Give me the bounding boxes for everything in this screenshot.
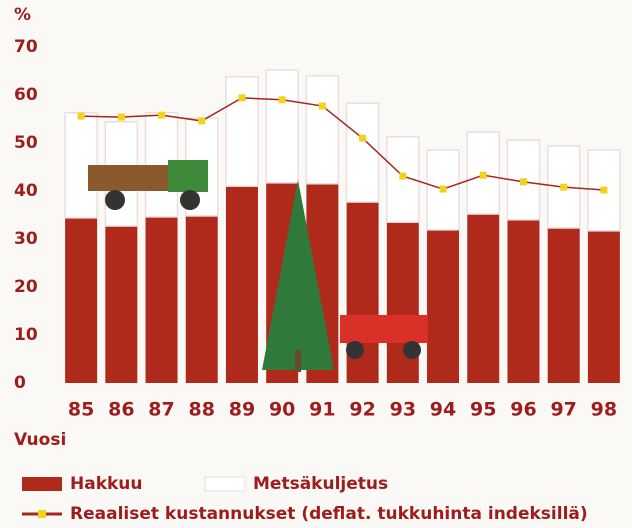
y-tick-label: 40 [14,181,38,201]
x-tick-label: 91 [309,399,335,421]
x-tick-label: 88 [189,399,215,421]
marker [520,178,527,185]
bar [65,218,97,383]
bar [507,220,539,383]
bar [226,77,258,186]
bar [427,230,459,383]
marker [480,172,487,179]
wheel [403,341,421,359]
marker [319,103,326,110]
bar [306,76,338,184]
y-axis-label: % [14,5,31,25]
x-tick-label: 89 [229,399,255,421]
y-tick-label: 10 [14,325,38,345]
marker [440,186,447,193]
legend: Hakkuu Metsäkuljetus Reaaliset kustannukse… [22,474,588,524]
x-tick-label: 85 [68,399,94,421]
x-tick-label: 98 [591,399,617,421]
legend-swatch [38,510,46,518]
x-tick-label: 87 [148,399,174,421]
trunk [295,350,301,372]
marker [279,96,286,103]
x-axis-label: Vuosi [14,430,66,450]
marker [78,113,85,120]
legend-swatch [22,477,62,491]
y-tick-label: 0 [14,373,26,393]
x-tick-label: 92 [349,399,375,421]
legend-label: Reaaliset kustannukset (deflat. tukkuhin… [70,504,588,524]
x-tick-label: 90 [269,399,295,421]
bar [467,214,499,383]
bar [347,103,379,202]
bar [588,231,620,383]
marker [359,135,366,142]
bar [105,226,137,383]
y-tick-label: 20 [14,277,38,297]
logs [88,165,168,191]
x-tick-label: 93 [390,399,416,421]
marker [600,187,607,194]
marker [198,117,205,124]
bar [387,222,419,383]
bar [266,70,298,183]
bar [146,217,178,383]
x-tick-label: 97 [550,399,576,421]
harvester [340,315,428,343]
marker [238,94,245,101]
x-tick-label: 95 [470,399,496,421]
wheel [180,190,200,210]
x-tick-label: 96 [510,399,536,421]
bar [186,216,218,383]
x-tick-label: 94 [430,399,456,421]
y-tick-label: 60 [14,85,38,105]
marker [399,173,406,180]
bar [548,228,580,383]
marker [118,114,125,121]
wheel [346,341,364,359]
tractor [168,160,208,192]
chart: % Vuosi Hakkuu Metsäkuljetus Reaaliset kus… [0,0,632,528]
y-tick-label: 30 [14,229,38,249]
legend-swatch [205,477,245,491]
legend-label: Hakkuu [70,474,143,494]
y-tick-label: 50 [14,133,38,153]
bar [226,186,258,383]
wheel [105,190,125,210]
marker [158,112,165,119]
marker [560,184,567,191]
legend-label: Metsäkuljetus [253,474,388,494]
y-tick-label: 70 [14,37,38,57]
x-tick-label: 86 [108,399,134,421]
